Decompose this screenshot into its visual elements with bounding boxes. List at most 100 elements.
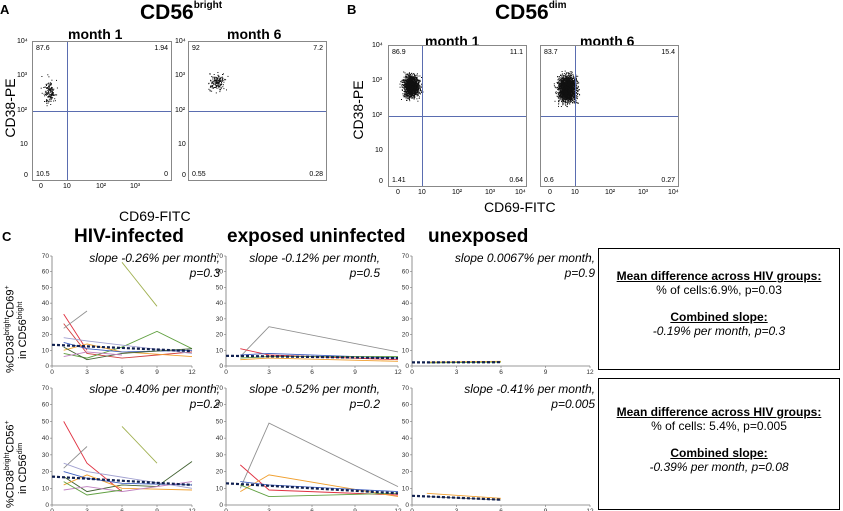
flow-event-dot xyxy=(560,91,562,93)
flow-event-dot xyxy=(409,94,411,96)
flow-event-dot xyxy=(567,84,569,86)
y-tick-label: 10 xyxy=(402,347,410,354)
panel-a-title: CD56bright xyxy=(140,1,222,24)
flow-event-dot xyxy=(558,85,560,87)
flow-event-dot xyxy=(560,87,562,88)
flow-event-dot xyxy=(569,96,571,98)
flow-event-dot xyxy=(410,78,412,80)
flow-event-dot xyxy=(416,95,418,97)
flow-event-dot xyxy=(561,75,562,77)
flow-event-dot xyxy=(411,89,413,91)
flow-event-dot xyxy=(410,80,412,82)
flow-event-dot xyxy=(409,76,411,78)
flow-event-dot xyxy=(48,86,50,88)
flow-event-dot xyxy=(411,81,413,83)
flow-event-dot xyxy=(407,87,409,89)
flow-event-dot xyxy=(557,79,559,81)
flow-event-dot xyxy=(561,82,563,84)
flow-event-dot xyxy=(409,82,411,84)
x-tick: 0 xyxy=(39,183,43,190)
flow-event-dot xyxy=(573,96,575,98)
flow-event-dot xyxy=(48,92,49,94)
flow-event-dot xyxy=(562,89,564,90)
flow-event-dot xyxy=(53,94,55,96)
y-tick-label: 70 xyxy=(216,253,224,260)
flow-event-dot xyxy=(563,88,565,90)
flow-event-dot xyxy=(400,80,402,82)
flow-event-dot xyxy=(558,98,560,100)
flow-event-dot xyxy=(563,97,564,99)
flow-event-dot xyxy=(413,85,415,87)
flow-event-dot xyxy=(415,80,417,82)
flow-event-dot xyxy=(562,90,564,92)
flow-event-dot xyxy=(563,85,565,87)
y-tick: 0 xyxy=(379,178,383,185)
flow-event-dot xyxy=(221,83,223,85)
flow-event-dot xyxy=(576,93,578,94)
flow-event-dot xyxy=(562,101,564,103)
flow-event-dot xyxy=(562,94,564,96)
flow-event-dot xyxy=(415,93,417,95)
flow-event-dot xyxy=(573,77,575,78)
flow-event-dot xyxy=(409,95,411,97)
flow-event-dot xyxy=(564,89,566,91)
quadrant-lr: 0.28 xyxy=(309,171,323,178)
flow-event-dot xyxy=(51,90,53,92)
flow-event-dot xyxy=(573,82,575,84)
flow-event-dot xyxy=(214,79,216,81)
series-line-s5 xyxy=(63,474,193,491)
flow-event-dot xyxy=(410,77,412,79)
flow-event-dot xyxy=(404,94,406,96)
flow-event-dot xyxy=(414,73,416,75)
flow-event-dot xyxy=(565,76,567,78)
flow-event-dot xyxy=(559,89,561,91)
flow-event-dot xyxy=(405,90,407,92)
flow-event-dot xyxy=(218,87,220,89)
x-tick-label: 6 xyxy=(499,369,503,376)
flow-event-dot xyxy=(569,79,571,81)
flow-plot-b-month-6: 83.7 15.4 0.6 0.27 xyxy=(540,45,679,187)
flow-event-dot xyxy=(568,93,569,95)
flow-event-dot xyxy=(410,84,412,85)
flow-event-dot xyxy=(558,105,559,107)
flow-event-dot xyxy=(403,80,405,82)
flow-event-dot xyxy=(573,97,574,98)
flow-event-dot xyxy=(566,101,568,103)
flow-event-dot xyxy=(407,90,409,92)
flow-event-dot xyxy=(410,82,412,84)
flow-event-dot xyxy=(413,96,415,98)
flow-event-dot xyxy=(563,77,565,79)
flow-event-dot xyxy=(569,81,571,83)
box-heading-slope: Combined slope: xyxy=(670,310,768,324)
flow-event-dot xyxy=(50,94,52,96)
x-tick: 0 xyxy=(548,189,552,196)
flow-event-dot xyxy=(559,92,561,94)
flow-event-dot xyxy=(49,89,51,91)
flow-event-dot xyxy=(226,89,227,91)
flow-event-dot xyxy=(50,88,52,90)
flow-event-dot xyxy=(560,81,562,83)
flow-event-dot xyxy=(47,92,48,94)
flow-event-dot xyxy=(571,78,573,80)
flow-event-dot xyxy=(403,76,405,78)
x-tick-label: 6 xyxy=(120,508,124,511)
flow-event-dot xyxy=(553,85,555,87)
flow-event-dot xyxy=(561,80,563,82)
flow-event-dot xyxy=(408,96,410,98)
box-slope-value: -0.19% per month, p=0.3 xyxy=(652,324,786,338)
flow-event-dot xyxy=(215,87,217,88)
flow-event-dot xyxy=(555,92,557,94)
flow-event-dot xyxy=(558,81,560,83)
flow-event-dot xyxy=(405,84,407,86)
flow-event-dot xyxy=(52,92,54,94)
y-tick-label: 40 xyxy=(216,435,224,442)
flow-event-dot xyxy=(565,82,567,84)
flow-event-dot xyxy=(416,98,418,100)
quadrant-ul: 87.6 xyxy=(36,45,50,52)
flow-event-dot xyxy=(560,77,562,79)
quadrant-ur: 15.4 xyxy=(661,49,675,56)
y-tick: 10² xyxy=(372,112,383,119)
flow-event-dot xyxy=(409,81,411,83)
y-tick-label: 50 xyxy=(42,284,50,291)
flow-event-dot xyxy=(417,80,419,82)
